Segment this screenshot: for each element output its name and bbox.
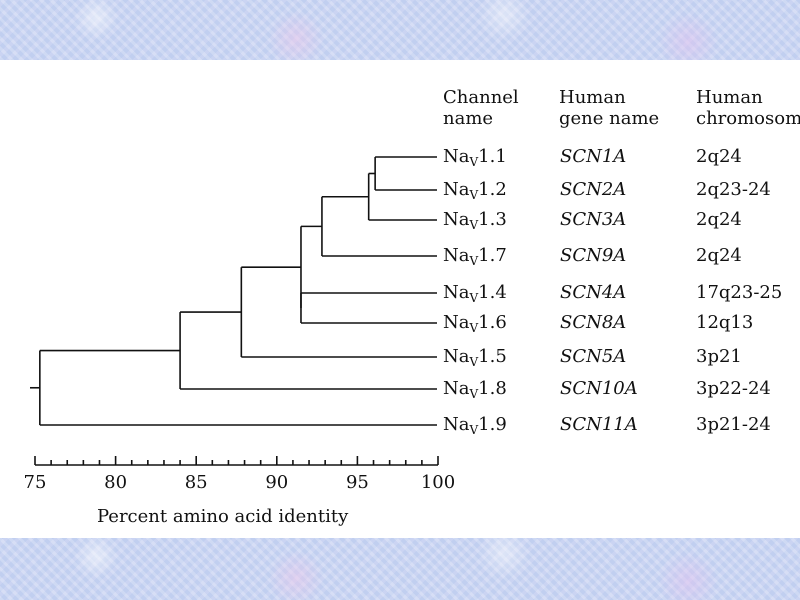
channel-subscript: V <box>469 254 479 268</box>
channel-subscript: V <box>469 218 479 232</box>
channel-name: NaV1.2 <box>443 180 507 205</box>
chromosome-location: 2q23-24 <box>696 179 771 200</box>
header-gene: Human gene name <box>559 87 659 129</box>
channel-number: 1.4 <box>478 282 507 303</box>
chromosome-location: 12q13 <box>696 312 754 333</box>
channel-prefix: Na <box>443 179 470 200</box>
channel-name: NaV1.3 <box>443 210 507 235</box>
channel-prefix: Na <box>443 209 470 230</box>
gene-name: SCN5A <box>560 346 627 367</box>
decorative-bottom-band <box>0 538 800 600</box>
channel-prefix: Na <box>443 146 470 167</box>
axis-tick-label: 75 <box>24 472 47 493</box>
channel-prefix: Na <box>443 378 470 399</box>
channel-number: 1.5 <box>478 346 507 367</box>
gene-name: SCN11A <box>560 414 638 435</box>
chromosome-location: 3p21-24 <box>696 414 771 435</box>
chromosome-location: 2q24 <box>696 209 742 230</box>
chromosome-location: 17q23-25 <box>696 282 783 303</box>
channel-number: 1.1 <box>478 146 507 167</box>
header-channel: Channel name <box>443 87 519 129</box>
channel-number: 1.6 <box>478 312 507 333</box>
gene-name: SCN8A <box>560 312 627 333</box>
channel-prefix: Na <box>443 245 470 266</box>
figure-panel: Channel name Human gene name Human chrom… <box>0 60 800 538</box>
axis-tick-label: 95 <box>346 472 369 493</box>
chromosome-location: 2q24 <box>696 146 742 167</box>
channel-number: 1.8 <box>478 378 507 399</box>
header-channel-line1: Channel <box>443 87 519 108</box>
axis-label: Percent amino acid identity <box>97 506 349 527</box>
channel-number: 1.3 <box>478 209 507 230</box>
channel-subscript: V <box>469 188 479 202</box>
header-gene-line2: gene name <box>559 108 660 129</box>
gene-name: SCN9A <box>560 245 627 266</box>
channel-subscript: V <box>469 387 479 401</box>
axis-tick-label: 90 <box>265 472 288 493</box>
chromosome-location: 3p22-24 <box>696 378 771 399</box>
channel-subscript: V <box>469 321 479 335</box>
channel-name: NaV1.4 <box>443 283 507 308</box>
channel-name: NaV1.6 <box>443 313 507 338</box>
gene-name: SCN1A <box>560 146 627 167</box>
gene-name: SCN2A <box>560 179 627 200</box>
header-gene-line1: Human <box>559 87 626 108</box>
header-channel-line2: name <box>443 108 494 129</box>
channel-name: NaV1.7 <box>443 246 507 271</box>
channel-subscript: V <box>469 291 479 305</box>
header-chromosome-line1: Human <box>696 87 763 108</box>
channel-prefix: Na <box>443 346 470 367</box>
axis-tick-label: 80 <box>104 472 127 493</box>
channel-name: NaV1.5 <box>443 347 507 372</box>
channel-subscript: V <box>469 423 479 437</box>
channel-name: NaV1.1 <box>443 147 507 172</box>
header-chromosome-line2: chromosome <box>696 108 800 129</box>
gene-name: SCN4A <box>560 282 627 303</box>
channel-prefix: Na <box>443 414 470 435</box>
channel-number: 1.9 <box>478 414 507 435</box>
gene-name: SCN10A <box>560 378 638 399</box>
channel-number: 1.2 <box>478 179 507 200</box>
channel-name: NaV1.8 <box>443 379 507 404</box>
axis-tick-label: 85 <box>185 472 208 493</box>
chromosome-location: 3p21 <box>696 346 742 367</box>
channel-subscript: V <box>469 355 479 369</box>
channel-number: 1.7 <box>478 245 507 266</box>
gene-name: SCN3A <box>560 209 627 230</box>
decorative-top-band <box>0 0 800 60</box>
channel-prefix: Na <box>443 282 470 303</box>
header-chromosome: Human chromosome <box>696 87 800 129</box>
channel-name: NaV1.9 <box>443 415 507 440</box>
channel-subscript: V <box>469 155 479 169</box>
chromosome-location: 2q24 <box>696 245 742 266</box>
channel-prefix: Na <box>443 312 470 333</box>
phylogenetic-tree: 75 80 85 90 95 100 <box>24 156 455 493</box>
axis-tick-label: 100 <box>421 472 455 493</box>
